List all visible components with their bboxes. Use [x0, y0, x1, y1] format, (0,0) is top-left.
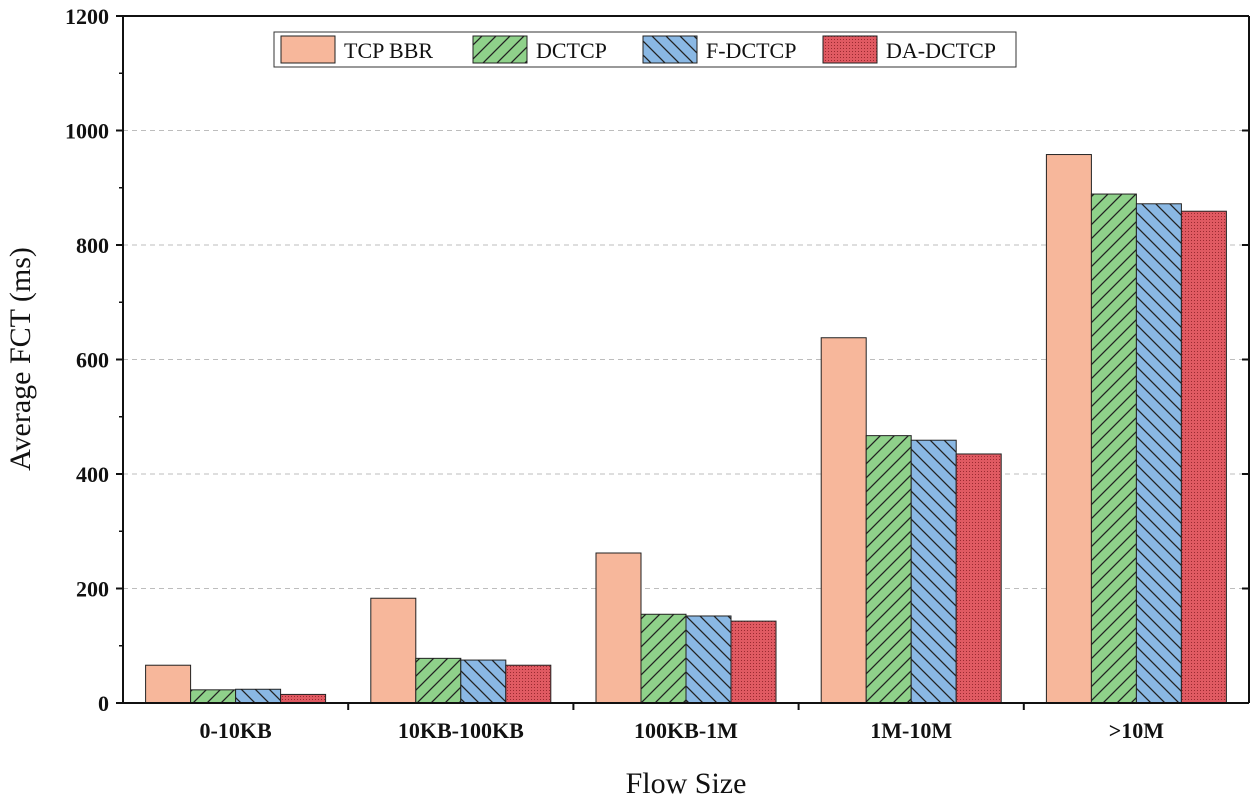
legend-label-da-dctcp: DA-DCTCP — [886, 38, 996, 63]
x-axis-title: Flow Size — [626, 767, 747, 800]
y-tick-label-6: 1200 — [65, 4, 109, 29]
tick-labels: 0 200 400 600 800 1000 1200 0-10KB 10KB-100KB 100… — [65, 4, 1164, 743]
bar-f-dctcp-1 — [460, 659, 507, 704]
y-tick-label-4: 800 — [76, 233, 109, 258]
legend-swatch-tcp-bbr — [280, 35, 336, 64]
y-tick-label-2: 400 — [76, 462, 109, 487]
x-tick-label-4: >10M — [1109, 718, 1165, 743]
bar-f-dctcp-3 — [910, 439, 957, 704]
bar-dctcp-2 — [640, 613, 687, 704]
bar-da-dctcp-0 — [280, 693, 327, 704]
bar-da-dctcp-4 — [1180, 210, 1227, 704]
legend-swatch-dctcp — [472, 35, 528, 64]
y-tick-label-0: 0 — [98, 691, 109, 716]
bar-dctcp-0 — [190, 689, 237, 704]
x-tick-label-2: 100KB-1M — [634, 718, 738, 743]
x-tick-label-3: 1M-10M — [870, 718, 952, 743]
bar-tcp-bbr-4 — [1045, 154, 1092, 704]
bar-f-dctcp-4 — [1135, 203, 1182, 704]
bar-tcp-bbr-2 — [595, 552, 642, 704]
legend: TCP BBR DCTCP F-DCTCP DA-DCTCP — [273, 31, 1017, 68]
bar-tcp-bbr-3 — [820, 337, 867, 704]
bar-tcp-bbr-1 — [370, 597, 417, 704]
bar-da-dctcp-2 — [730, 620, 777, 704]
bar-tcp-bbr-0 — [145, 664, 192, 704]
bar-dctcp-3 — [865, 435, 912, 704]
y-tick-label-5: 1000 — [65, 119, 109, 144]
x-tick-label-0: 0-10KB — [200, 718, 272, 743]
y-tick-label-3: 600 — [76, 348, 109, 373]
legend-label-dctcp: DCTCP — [536, 38, 607, 63]
legend-swatch-da-dctcp — [822, 35, 878, 64]
bar-da-dctcp-1 — [505, 664, 552, 704]
bar-dctcp-4 — [1090, 193, 1137, 704]
x-tick-label-1: 10KB-100KB — [398, 718, 524, 743]
axes — [116, 15, 1250, 710]
bar-f-dctcp-2 — [685, 615, 732, 704]
bar-dctcp-1 — [415, 657, 462, 704]
y-tick-label-1: 200 — [76, 577, 109, 602]
bar-f-dctcp-0 — [235, 688, 282, 704]
legend-label-tcp-bbr: TCP BBR — [344, 38, 433, 63]
y-axis-title: Average FCT (ms) — [4, 247, 37, 471]
bar-da-dctcp-3 — [955, 453, 1002, 704]
legend-label-f-dctcp: F-DCTCP — [706, 38, 796, 63]
bars — [145, 154, 1227, 704]
legend-swatch-f-dctcp — [642, 35, 698, 64]
